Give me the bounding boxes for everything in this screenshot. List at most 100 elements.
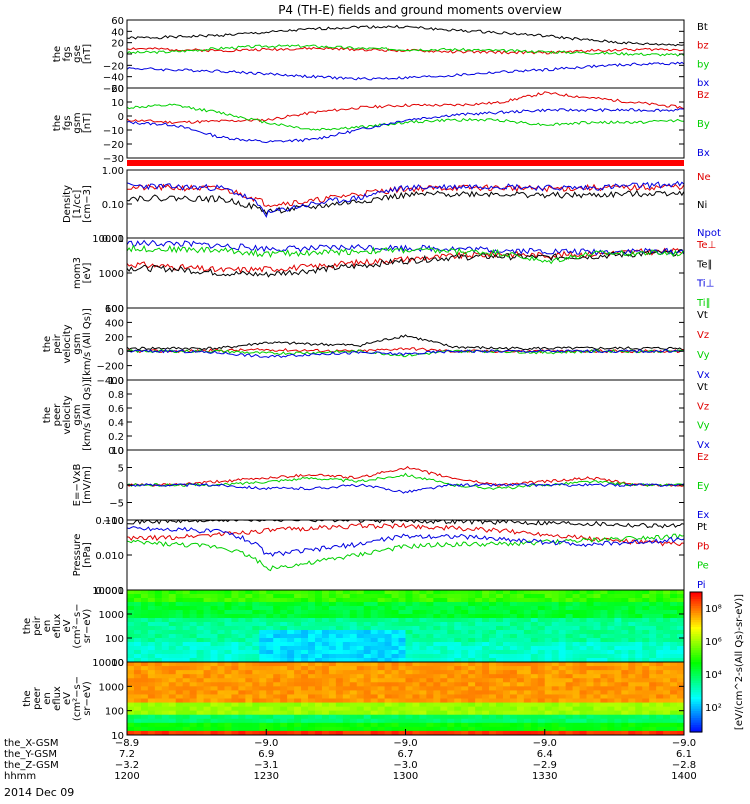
heatmap-cell [621,658,629,663]
heatmap-cell [628,682,636,687]
heatmap-cell [496,674,504,679]
heatmap-cell [308,650,316,655]
heatmap-cell [349,642,358,647]
heatmap-cell [189,658,198,663]
heatmap-cell [196,726,205,732]
heatmap-cell [558,642,567,647]
heatmap-cell [127,726,135,732]
heatmap-cell [544,626,553,631]
heatmap-cell [398,698,406,704]
heatmap-cell [231,626,239,631]
y-tick-label: 20 [111,39,124,50]
heatmap-cell [356,606,365,611]
heatmap-cell [280,646,288,651]
heatmap-cell [544,606,553,611]
heatmap-cell [551,686,560,691]
heatmap-cell [607,642,615,647]
heatmap-cell [530,726,539,732]
heatmap-cell [656,638,664,643]
heatmap-cell [335,598,344,603]
heatmap-cell [161,690,170,695]
heatmap-cell [614,678,622,683]
heatmap-cell [398,674,406,679]
heatmap-cell [259,702,267,708]
heatmap-cell [349,690,358,695]
x-tick-label: 1330 [532,771,557,782]
heatmap-cell [133,634,142,639]
heatmap-cell [677,650,685,655]
heatmap-cell [572,714,581,720]
heatmap-cell [377,634,386,639]
heatmap-cell [468,662,476,667]
heatmap-cell [600,598,608,603]
heatmap-cell [468,598,476,603]
heatmap-cell [426,670,434,675]
heatmap-cell [321,670,330,675]
heatmap-cell [475,686,483,691]
colorbar-cell [690,678,702,682]
heatmap-cell [454,674,462,679]
y-tick-label: 0.6 [108,404,124,415]
heatmap-cell [335,714,344,720]
heatmap-cell [154,638,163,643]
heatmap-cell [377,622,386,627]
heatmap-cell [454,646,462,651]
heatmap-cell [328,670,337,675]
x-tick-label: 7.2 [119,749,135,760]
heatmap-cell [496,606,504,611]
heatmap-cell [384,718,393,724]
heatmap-cell [537,694,546,699]
heatmap-cell [161,610,170,615]
heatmap-cell [245,650,253,655]
heatmap-cell [433,614,441,619]
heatmap-cell [217,626,225,631]
heatmap-cell [433,718,441,724]
heatmap-cell [287,646,295,651]
heatmap-cell [384,610,393,615]
y-tick-label: 100 [105,304,124,315]
heatmap-cell [252,638,260,643]
heatmap-cell [670,682,678,687]
heatmap-cell [273,710,281,716]
heatmap-cell [314,722,323,728]
heatmap-cell [558,602,567,607]
heatmap-cell [308,594,316,599]
heatmap-cell [175,710,184,716]
heatmap-cell [391,666,400,671]
heatmap-cell [440,622,448,627]
heatmap-cell [308,698,316,704]
heatmap-cell [370,718,379,724]
heatmap-cell [496,682,504,687]
heatmap-cell [217,618,225,623]
heatmap-cell [551,630,560,635]
heatmap-cell [565,642,574,647]
heatmap-cell [586,602,594,607]
heatmap-cell [140,642,149,647]
heatmap-cell [273,706,281,712]
heatmap-cell [147,726,156,732]
heatmap-cell [544,706,553,712]
heatmap-cell [328,646,337,651]
heatmap-cell [405,658,413,663]
heatmap-cell [147,594,156,599]
heatmap-cell [670,630,678,635]
heatmap-cell [384,690,393,695]
heatmap-cell [266,610,274,615]
heatmap-cell [635,670,643,675]
heatmap-cell [454,622,462,627]
heatmap-cell [677,674,685,679]
heatmap-cell [280,662,288,667]
heatmap-cell [516,674,525,679]
heatmap-cell [600,650,608,655]
heatmap-cell [287,714,295,720]
heatmap-cell [454,698,462,704]
heatmap-cell [593,590,601,595]
heatmap-cell [482,642,490,647]
heatmap-cell [231,698,239,704]
heatmap-cell [182,702,191,708]
heatmap-cell [189,686,198,691]
heatmap-cell [133,598,142,603]
y-tick-label: 1000 [99,610,124,621]
heatmap-cell [238,702,246,708]
heatmap-cell [335,590,344,595]
